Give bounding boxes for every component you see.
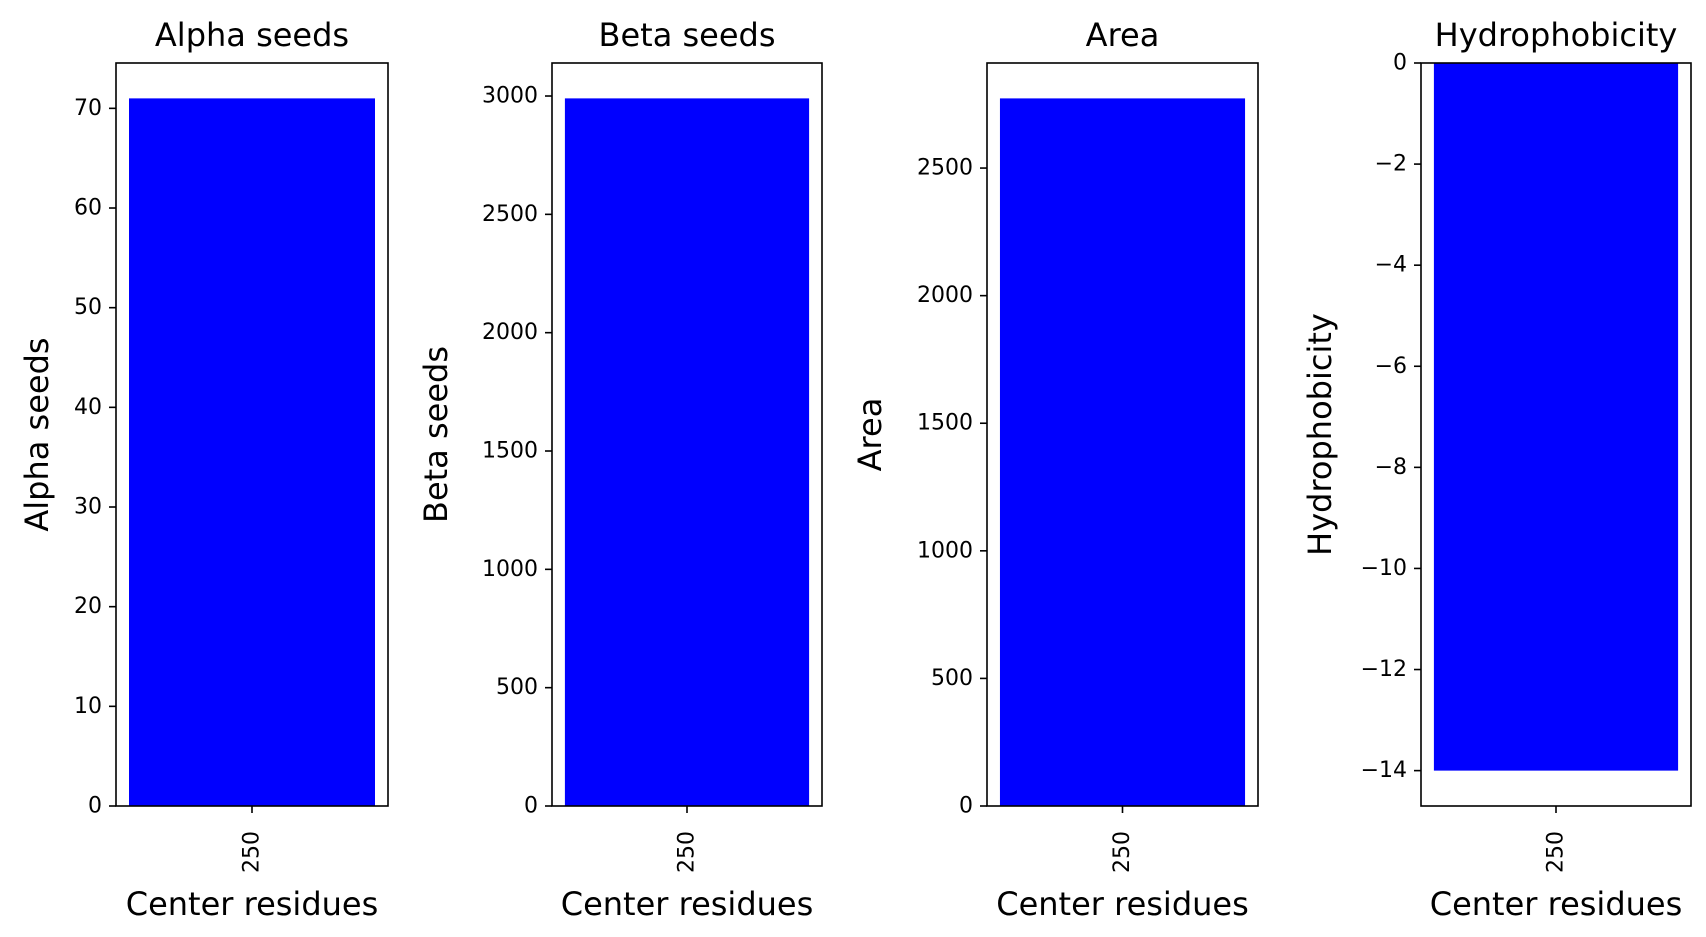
y-tick-label: 2000: [917, 283, 973, 308]
chart-panel-2: 0 500 1000 1500 2000 2500 3000 250 Beta seeds Cen…: [417, 16, 823, 923]
y-tick-label: 500: [496, 675, 538, 700]
y-axis-label: Alpha seeds: [18, 337, 56, 531]
y-tick-label: 0: [1393, 51, 1407, 76]
x-tick-label: 250: [1110, 831, 1135, 873]
x-axis-label: Center residues: [1430, 885, 1683, 923]
y-tick-label: 0: [88, 794, 102, 819]
chart-title: Alpha seeds: [155, 16, 349, 54]
y-tick-label: 3000: [482, 84, 538, 109]
y-tick-label: 1500: [917, 411, 973, 436]
bar: [129, 98, 375, 806]
y-tick-label: 60: [74, 196, 102, 221]
y-tick-label: 0: [524, 794, 538, 819]
chart-panel-1: 0 10 20 30 40 50 60 70 250 Alpha seeds Center resi…: [18, 16, 389, 923]
y-tick-label: 40: [74, 395, 102, 420]
chart-panel-4: −14 −12 −10 −8 −6 −4 −2 0 250 Hydrophobicity Cente…: [1301, 16, 1692, 923]
y-tick-label: −8: [1375, 455, 1407, 480]
chart-title: Area: [1086, 16, 1160, 54]
y-tick-label: −6: [1375, 354, 1407, 379]
x-axis-label: Center residues: [126, 885, 379, 923]
y-tick-label: 20: [74, 594, 102, 619]
y-tick-label: −12: [1361, 657, 1407, 682]
y-tick-label: 1000: [482, 557, 538, 582]
y-tick-label: 2500: [917, 156, 973, 181]
x-tick-label: 250: [1544, 831, 1569, 873]
y-axis-label: Hydrophobicity: [1301, 313, 1339, 556]
y-axis-label: Area: [851, 398, 889, 472]
x-axis-label: Center residues: [561, 885, 814, 923]
chart-title: Hydrophobicity: [1435, 16, 1678, 54]
y-tick-label: −10: [1361, 556, 1407, 581]
bar: [564, 98, 810, 806]
y-tick-label: −14: [1361, 758, 1407, 783]
x-tick-label: 250: [240, 831, 265, 873]
y-tick-label: 2500: [482, 202, 538, 227]
y-tick-label: 500: [931, 666, 973, 691]
y-tick-label: −2: [1375, 152, 1407, 177]
y-tick-label: 70: [74, 96, 102, 121]
y-tick-label: 50: [74, 295, 102, 320]
y-tick-label: 30: [74, 495, 102, 520]
y-tick-label: 1500: [482, 439, 538, 464]
y-tick-label: 10: [74, 694, 102, 719]
y-tick-label: −4: [1375, 253, 1407, 278]
chart-title: Beta seeds: [599, 16, 776, 54]
y-tick-label: 2000: [482, 320, 538, 345]
x-tick-label: 250: [675, 831, 700, 873]
y-tick-label: 0: [959, 794, 973, 819]
y-axis-label: Beta seeds: [417, 346, 455, 523]
chart-panel-3: 0 500 1000 1500 2000 2500 250 Area Center residu…: [851, 16, 1259, 923]
y-tick-label: 1000: [917, 538, 973, 563]
bar: [999, 98, 1246, 806]
bar: [1433, 63, 1679, 771]
x-axis-label: Center residues: [996, 885, 1249, 923]
